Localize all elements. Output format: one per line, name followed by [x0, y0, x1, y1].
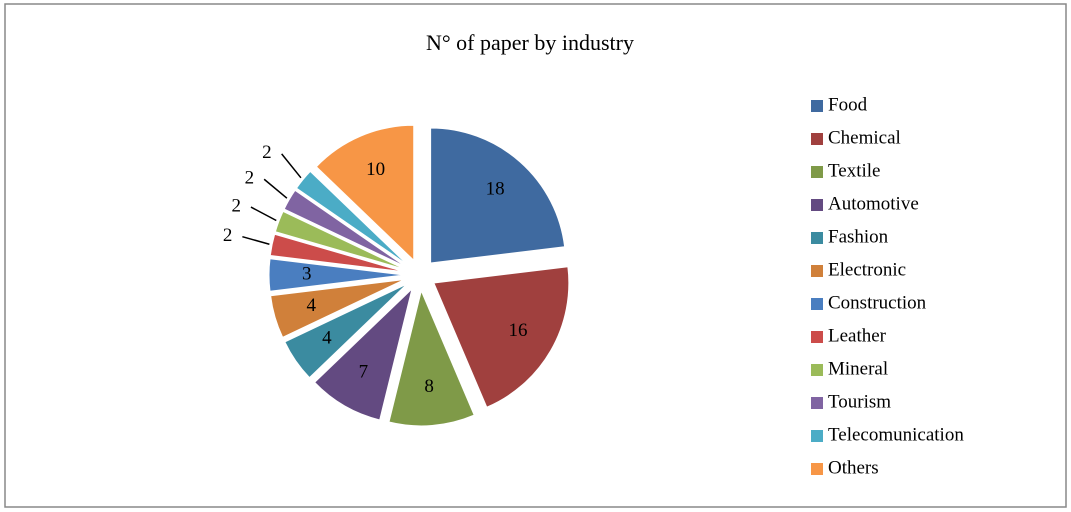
legend-label: Electronic: [828, 259, 906, 280]
pie-slice: [274, 210, 406, 270]
data-label: 4: [307, 295, 317, 316]
legend-label: Tourism: [828, 391, 891, 412]
legend-label: Construction: [828, 292, 927, 313]
pie-slice: [269, 233, 405, 273]
data-label: 7: [359, 361, 369, 382]
legend-label: Chemical: [828, 127, 901, 148]
legend-swatch: [811, 364, 823, 376]
legend-swatch: [811, 331, 823, 343]
leader-line: [281, 153, 302, 179]
legend-swatch: [811, 166, 823, 178]
data-label: 4: [322, 328, 332, 349]
legend-label: Telecomunication: [828, 424, 964, 445]
pie-slice: [313, 287, 413, 421]
data-label: 18: [486, 179, 505, 200]
legend-swatch: [811, 298, 823, 310]
data-label: 3: [302, 263, 312, 284]
data-label: 16: [509, 320, 528, 341]
pie-slice: [295, 170, 408, 266]
legend-swatch: [811, 133, 823, 145]
pie-slice: [284, 283, 408, 379]
legend-swatch: [811, 232, 823, 244]
pie-slice: [430, 127, 566, 264]
data-label: 2: [231, 195, 241, 216]
pie-slice: [433, 266, 570, 408]
legend-label: Mineral: [828, 358, 888, 379]
data-label: 8: [424, 376, 434, 397]
pie-slice: [270, 278, 405, 338]
legend-label: Food: [828, 94, 868, 115]
data-label: 10: [366, 159, 385, 180]
legend-label: Automotive: [828, 193, 919, 214]
legend-swatch: [811, 199, 823, 211]
legend-label: Leather: [828, 325, 887, 346]
chart-title: N° of paper by industry: [426, 30, 634, 55]
legend-swatch: [811, 430, 823, 442]
legend-label: Others: [828, 457, 879, 478]
legend-swatch: [811, 100, 823, 112]
data-label: 2: [245, 168, 255, 189]
leader-line: [263, 178, 288, 199]
pie-slice: [388, 289, 475, 427]
data-label: 2: [223, 225, 233, 246]
chart-frame: [4, 3, 1067, 508]
legend-swatch: [811, 397, 823, 409]
legend-label: Fashion: [828, 226, 889, 247]
leader-line: [242, 235, 270, 245]
pie-slice: [315, 124, 415, 262]
legend-swatch: [811, 463, 823, 475]
data-label: 2: [262, 142, 272, 163]
leader-line: [250, 206, 277, 222]
legend-swatch: [811, 265, 823, 277]
pie-slice: [268, 258, 405, 292]
pie-slice: [283, 189, 407, 268]
legend-label: Textile: [828, 160, 880, 181]
